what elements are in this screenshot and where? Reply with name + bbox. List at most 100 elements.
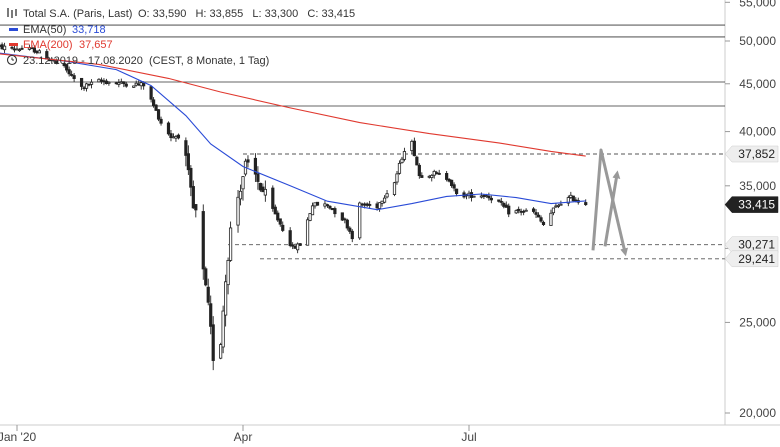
candle bbox=[432, 169, 436, 179]
candle bbox=[499, 197, 503, 206]
level-tag-text: 30,271 bbox=[738, 238, 775, 252]
candle bbox=[221, 305, 225, 354]
candle bbox=[139, 81, 143, 90]
candle bbox=[368, 200, 372, 209]
candle bbox=[350, 229, 354, 243]
candle bbox=[536, 212, 541, 218]
y-tick-label: 45,000 bbox=[739, 77, 776, 91]
candle bbox=[253, 153, 258, 182]
candle bbox=[315, 201, 320, 206]
candle bbox=[385, 189, 389, 199]
candle bbox=[228, 221, 233, 262]
ema-lines bbox=[0, 52, 586, 211]
candle bbox=[204, 266, 208, 287]
x-tick-label: Jul bbox=[461, 430, 476, 444]
candle bbox=[67, 66, 71, 77]
candle bbox=[482, 194, 486, 199]
candle bbox=[412, 137, 416, 157]
candle bbox=[276, 210, 280, 222]
candle bbox=[15, 45, 19, 51]
candle bbox=[278, 218, 282, 227]
candle bbox=[32, 45, 36, 54]
candle bbox=[70, 70, 74, 77]
candle bbox=[517, 206, 521, 214]
candle bbox=[549, 209, 553, 226]
ema200-swatch bbox=[9, 43, 18, 46]
candle bbox=[430, 174, 434, 182]
candle bbox=[132, 85, 136, 88]
candle bbox=[445, 170, 449, 182]
candle bbox=[72, 72, 76, 82]
candle bbox=[420, 172, 424, 178]
candle bbox=[447, 178, 451, 183]
candle bbox=[37, 49, 41, 54]
candle bbox=[472, 195, 476, 198]
candle bbox=[539, 215, 543, 223]
bar-chart-icon bbox=[7, 8, 17, 18]
candle bbox=[258, 182, 262, 192]
level-tag: 37,852 bbox=[724, 145, 779, 163]
candle bbox=[437, 169, 441, 175]
candle bbox=[89, 79, 94, 89]
candle bbox=[380, 200, 384, 207]
candle bbox=[531, 207, 536, 214]
candle bbox=[305, 217, 310, 246]
candle bbox=[171, 133, 176, 139]
candle bbox=[191, 180, 195, 209]
candle bbox=[186, 145, 190, 175]
candle bbox=[226, 257, 230, 295]
candle bbox=[184, 137, 188, 167]
candle bbox=[417, 163, 421, 179]
candle bbox=[271, 185, 275, 212]
candle bbox=[12, 45, 17, 53]
candle bbox=[102, 78, 106, 86]
ema200-line bbox=[0, 53, 586, 157]
ema200-value: 37,657 bbox=[79, 39, 113, 51]
candle bbox=[236, 190, 240, 233]
candle bbox=[330, 208, 335, 211]
candle bbox=[261, 183, 265, 193]
y-tick-label: 25,000 bbox=[739, 315, 776, 329]
candle bbox=[166, 121, 171, 136]
clock-icon bbox=[6, 54, 18, 66]
ema200-label: EMA(200) bbox=[23, 39, 73, 51]
candle bbox=[137, 80, 141, 86]
candle bbox=[397, 160, 402, 175]
candle bbox=[360, 202, 364, 207]
candle bbox=[340, 212, 344, 221]
candle bbox=[313, 202, 317, 209]
candle bbox=[246, 155, 250, 168]
x-tick-label: Apr bbox=[234, 430, 253, 444]
candle bbox=[2, 42, 7, 54]
candle bbox=[566, 195, 570, 207]
candle bbox=[400, 156, 404, 164]
ema50-value: 33,718 bbox=[72, 24, 106, 36]
candle bbox=[328, 205, 332, 210]
candle bbox=[435, 170, 439, 175]
x-tick-label: Jan '20 bbox=[0, 430, 36, 444]
candle bbox=[514, 209, 518, 215]
candle bbox=[452, 182, 456, 192]
candle bbox=[382, 195, 387, 204]
x-axis: Jan '20 Apr Jul bbox=[0, 425, 477, 444]
candle bbox=[415, 155, 419, 166]
candle bbox=[20, 45, 24, 51]
level-tag-text: 37,852 bbox=[738, 147, 775, 161]
chart-title: Total S.A. (Paris, Last) bbox=[23, 8, 132, 20]
candle bbox=[107, 81, 111, 86]
y-tick-label: 35,000 bbox=[739, 179, 776, 193]
candle bbox=[174, 134, 178, 142]
candle bbox=[124, 81, 128, 88]
candle bbox=[0, 42, 4, 50]
candle bbox=[365, 202, 369, 208]
candle bbox=[343, 217, 347, 224]
candle bbox=[298, 242, 302, 246]
candle bbox=[551, 207, 556, 216]
candle bbox=[97, 78, 101, 83]
candle bbox=[134, 80, 138, 87]
candle bbox=[489, 195, 493, 204]
candle bbox=[209, 295, 213, 335]
candle bbox=[211, 316, 215, 371]
period-label: 23.12.2019 - 17.08.2020 (CEST, 8 Monate,… bbox=[23, 55, 269, 67]
candle bbox=[504, 201, 508, 208]
